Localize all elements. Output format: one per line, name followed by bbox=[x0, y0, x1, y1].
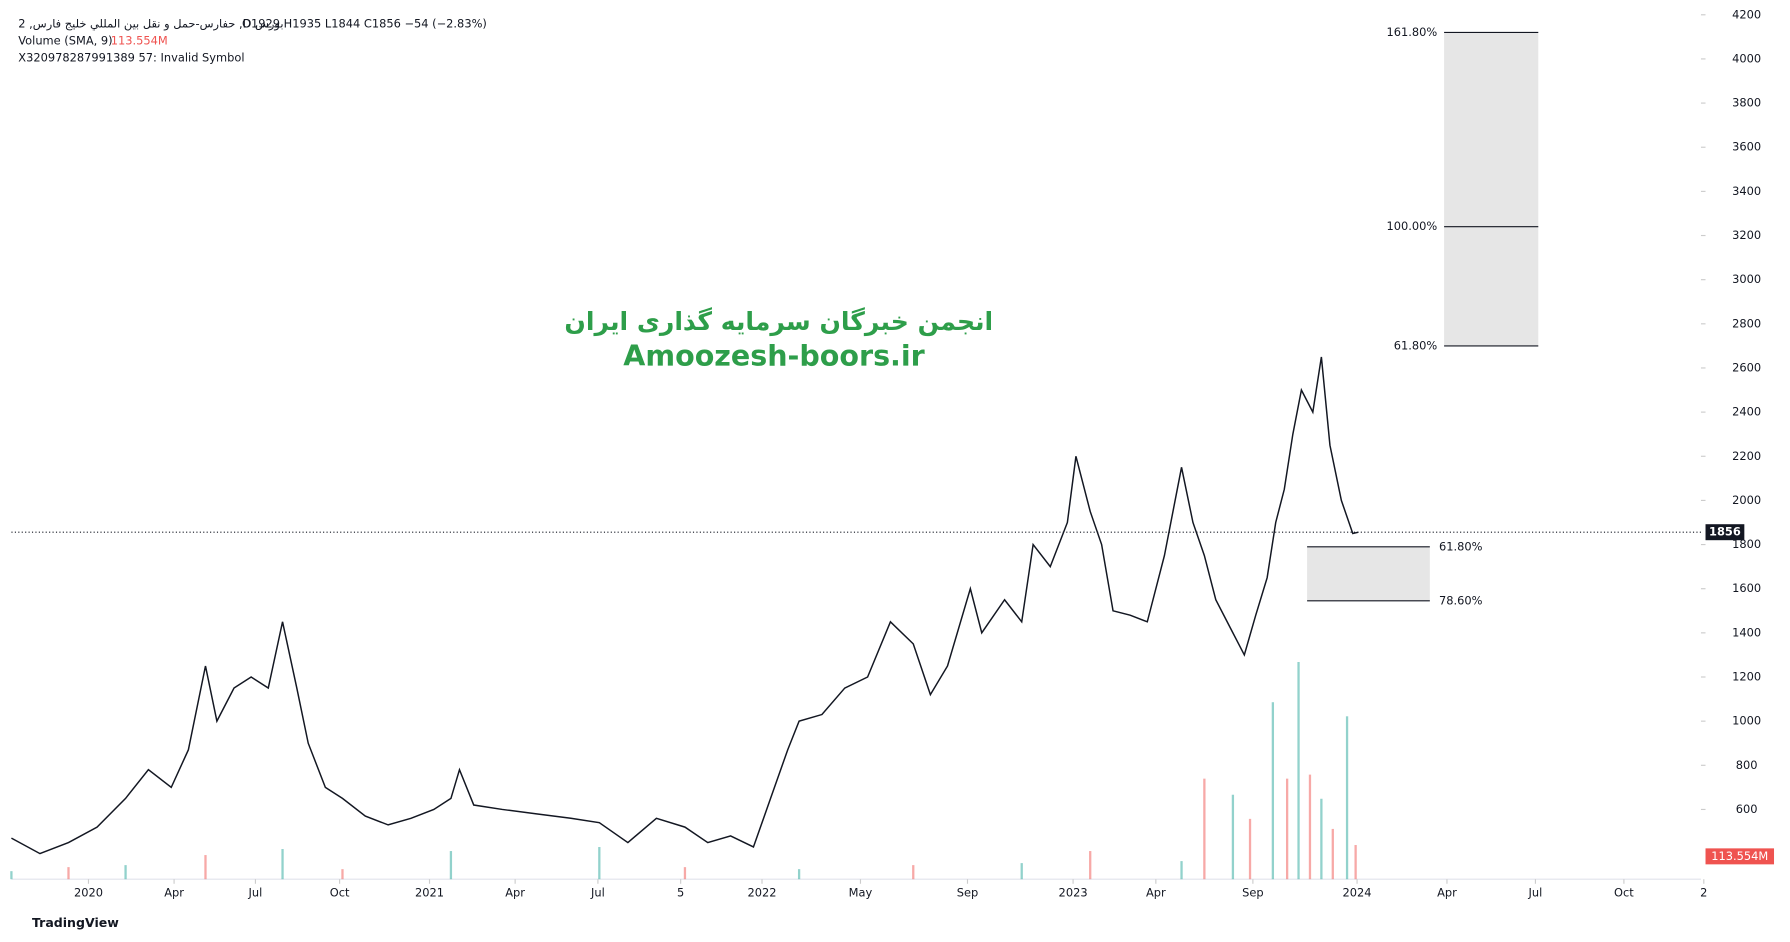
volume-bar bbox=[683, 867, 687, 880]
volume-bar bbox=[1180, 861, 1183, 880]
volume-bar bbox=[1231, 794, 1235, 880]
fib-box bbox=[1444, 32, 1539, 346]
y-tick-label: 3200 bbox=[1732, 228, 1761, 242]
y-tick-label: 3600 bbox=[1732, 140, 1761, 154]
last-price-label: 1856 bbox=[1709, 525, 1741, 539]
volume-bar bbox=[1089, 851, 1092, 880]
x-tick-label: 2022 bbox=[747, 885, 776, 899]
volume-bar bbox=[1285, 778, 1289, 880]
volume-bar bbox=[67, 867, 70, 880]
x-tick-label: 2021 bbox=[415, 885, 444, 899]
volume-bar bbox=[10, 871, 13, 880]
y-tick-label: 3000 bbox=[1732, 272, 1761, 286]
y-tick-label: 4000 bbox=[1732, 51, 1761, 65]
fib-label: 61.80% bbox=[1439, 539, 1483, 553]
x-tick-label: 2 bbox=[1700, 885, 1707, 899]
y-tick-label: 3400 bbox=[1732, 184, 1761, 198]
volume-bar bbox=[1203, 778, 1206, 880]
price-line bbox=[11, 356, 1359, 855]
y-tick-label: 2000 bbox=[1732, 493, 1761, 507]
fib-label: 78.60% bbox=[1439, 593, 1483, 607]
y-tick-label: 2400 bbox=[1732, 405, 1761, 419]
x-tick-label: Sep bbox=[1242, 885, 1263, 899]
volume-bar bbox=[1345, 716, 1349, 880]
volume-bar bbox=[1297, 662, 1300, 880]
volume-bar bbox=[124, 865, 127, 880]
brand: TradingView bbox=[32, 915, 119, 930]
x-tick-label: Sep bbox=[957, 885, 978, 899]
watermark-fa: انجمن خبرگان سرمایه گذاری ایران bbox=[564, 307, 993, 337]
x-tick-label: Apr bbox=[505, 885, 525, 899]
y-tick-label: 1800 bbox=[1732, 537, 1761, 551]
x-tick-label: Apr bbox=[164, 885, 184, 899]
fib-box bbox=[1307, 546, 1430, 601]
x-tick-label: Jul bbox=[1528, 885, 1543, 899]
volume-bar bbox=[341, 869, 344, 880]
volume-bar bbox=[1271, 702, 1275, 880]
y-tick-label: 2800 bbox=[1732, 316, 1761, 330]
watermark-url: Amoozesh-boors.ir bbox=[623, 339, 924, 372]
volume-bar bbox=[1354, 845, 1357, 880]
ohlc-line: O1929 H1935 L1844 C1856 −54 (−2.83%) bbox=[242, 16, 487, 30]
volume-bar bbox=[598, 847, 601, 880]
x-tick-label: 2020 bbox=[74, 885, 103, 899]
fib-label: 61.80% bbox=[1394, 338, 1438, 352]
volume-bar bbox=[912, 865, 915, 880]
volume-tag-label: 113.554M bbox=[1711, 849, 1768, 863]
y-tick-label: 800 bbox=[1736, 758, 1758, 772]
y-tick-label: 1400 bbox=[1732, 625, 1761, 639]
volume-bar bbox=[797, 869, 801, 880]
volume-value: 113.554M bbox=[111, 34, 168, 48]
y-tick-label: 1200 bbox=[1732, 670, 1761, 684]
y-tick-label: 600 bbox=[1736, 802, 1758, 816]
volume-bar bbox=[449, 851, 453, 880]
volume-bar bbox=[204, 855, 207, 880]
y-tick-label: 2600 bbox=[1732, 360, 1761, 374]
x-tick-label: Oct bbox=[1614, 885, 1634, 899]
y-tick-label: 3800 bbox=[1732, 96, 1761, 110]
x-tick-label: Apr bbox=[1146, 885, 1166, 899]
fib-label: 100.00% bbox=[1387, 219, 1438, 233]
symbol-line: حفارس-حمل و نقل بين المللي خليج فارس, 2 … bbox=[18, 16, 283, 31]
volume-tag bbox=[1705, 848, 1775, 865]
volume-bar bbox=[1248, 818, 1252, 880]
x-tick-label: 2024 bbox=[1343, 885, 1372, 899]
x-tick-label: 2023 bbox=[1059, 885, 1088, 899]
last-price-tag bbox=[1705, 524, 1745, 541]
y-tick-label: 1000 bbox=[1732, 714, 1761, 728]
volume-bar bbox=[1320, 798, 1323, 880]
x-tick-label: 5 bbox=[677, 885, 684, 899]
x-tick-label: Jul bbox=[590, 885, 605, 899]
x-tick-label: May bbox=[849, 885, 873, 899]
x-tick-label: Oct bbox=[330, 885, 350, 899]
volume-bar bbox=[1331, 828, 1334, 880]
y-tick-label: 1600 bbox=[1732, 581, 1761, 595]
volume-line: Volume (SMA, 9) bbox=[18, 34, 112, 48]
volume-bar bbox=[1308, 774, 1312, 880]
invalid-line: X320978287991389 57: Invalid Symbol bbox=[18, 51, 244, 65]
x-tick-label: Jul bbox=[248, 885, 263, 899]
y-tick-label: 2200 bbox=[1732, 449, 1761, 463]
volume-bar bbox=[281, 849, 284, 880]
volume-bar bbox=[1020, 863, 1023, 880]
x-tick-label: Apr bbox=[1437, 885, 1457, 899]
fib-label: 161.80% bbox=[1387, 25, 1438, 39]
y-tick-label: 4200 bbox=[1732, 7, 1761, 21]
